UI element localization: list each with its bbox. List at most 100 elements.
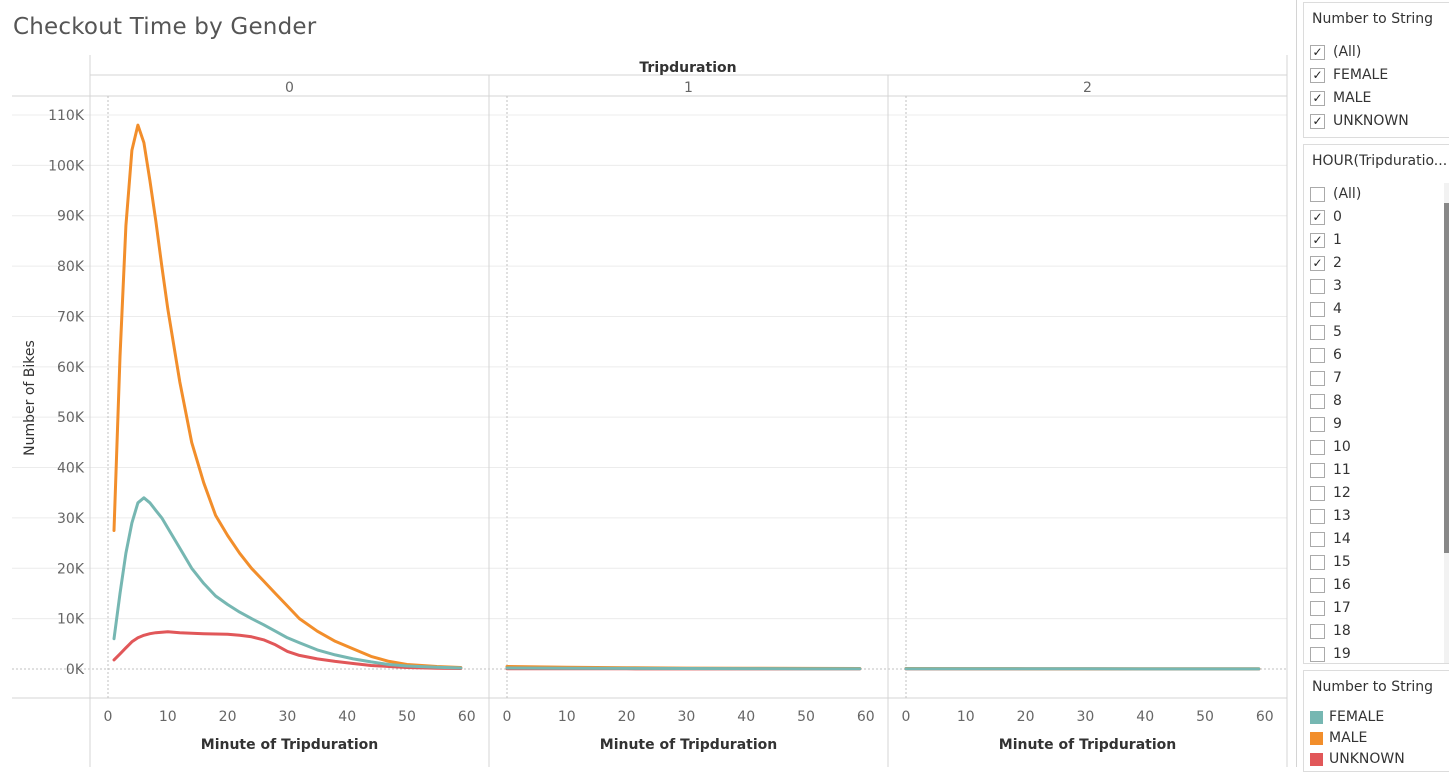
y-tick-label: 110K	[48, 108, 85, 124]
x-tick-label: 10	[957, 709, 975, 725]
hour-filter-checkbox[interactable]	[1310, 647, 1325, 662]
hour-filter-option-label: 11	[1333, 462, 1351, 478]
gender-filter-checkbox[interactable]: ✓	[1310, 114, 1325, 129]
hour-filter-scroll-thumb[interactable]	[1444, 203, 1449, 553]
gender-filter-option[interactable]: ✓ MALE	[1310, 87, 1371, 109]
x-tick-label: 30	[278, 709, 296, 725]
hour-filter-option[interactable]: 5	[1310, 321, 1342, 343]
hour-filter-checkbox[interactable]	[1310, 348, 1325, 363]
hour-filter-option-label: 7	[1333, 370, 1342, 386]
hour-filter-checkbox[interactable]	[1310, 394, 1325, 409]
line-chart: 0K10K20K30K40K50K60K70K80K90K100K110KTri…	[0, 0, 1296, 767]
y-tick-label: 100K	[48, 158, 85, 174]
y-tick-label: 50K	[57, 410, 85, 426]
x-tick-label: 30	[1076, 709, 1094, 725]
hour-filter-option-label: 18	[1333, 623, 1351, 639]
hour-filter-checkbox[interactable]	[1310, 325, 1325, 340]
hour-filter-option[interactable]: 11	[1310, 459, 1351, 481]
hour-filter-option-label: 8	[1333, 393, 1342, 409]
hour-filter-option[interactable]: 12	[1310, 482, 1351, 504]
x-tick-label: 60	[1256, 709, 1274, 725]
hour-filter-checkbox[interactable]: ✓	[1310, 256, 1325, 271]
gender-filter-panel: Number to String ✓(All)✓FEMALE✓MALE✓UNKN…	[1303, 2, 1449, 138]
gender-filter-title: Number to String	[1312, 11, 1433, 27]
hour-filter-option[interactable]: 15	[1310, 551, 1351, 573]
y-tick-label: 10K	[57, 612, 85, 628]
hour-filter-option[interactable]: 9	[1310, 413, 1342, 435]
x-tick-label: 60	[458, 709, 476, 725]
hour-filter-scrollbar[interactable]	[1444, 183, 1449, 663]
hour-filter-option-label: 10	[1333, 439, 1351, 455]
hour-filter-option[interactable]: 4	[1310, 298, 1342, 320]
x-tick-label: 60	[857, 709, 875, 725]
hour-filter-option-label: (All)	[1333, 186, 1361, 202]
hour-filter-option-label: 5	[1333, 324, 1342, 340]
gender-filter-option-label: MALE	[1333, 90, 1371, 106]
hour-filter-option[interactable]: 19	[1310, 643, 1351, 664]
hour-filter-option[interactable]: 17	[1310, 597, 1351, 619]
hour-filter-option-label: 13	[1333, 508, 1351, 524]
hour-filter-option[interactable]: ✓2	[1310, 252, 1342, 274]
hour-filter-checkbox[interactable]	[1310, 624, 1325, 639]
legend-swatch	[1310, 753, 1323, 766]
hour-filter-option[interactable]: 10	[1310, 436, 1351, 458]
hour-filter-option[interactable]: ✓0	[1310, 206, 1342, 228]
hour-filter-checkbox[interactable]	[1310, 187, 1325, 202]
hour-filter-option[interactable]: (All)	[1310, 183, 1361, 205]
hour-filter-option[interactable]: 7	[1310, 367, 1342, 389]
hour-filter-title: HOUR(Tripduratio...	[1312, 153, 1447, 169]
column-header: Tripduration	[639, 60, 736, 76]
hour-filter-checkbox[interactable]	[1310, 532, 1325, 547]
hour-filter-checkbox[interactable]	[1310, 302, 1325, 317]
hour-filter-checkbox[interactable]	[1310, 601, 1325, 616]
hour-filter-option-label: 9	[1333, 416, 1342, 432]
hour-filter-option[interactable]: ✓1	[1310, 229, 1342, 251]
series-line-male	[114, 125, 461, 667]
hour-filter-checkbox[interactable]	[1310, 486, 1325, 501]
hour-filter-checkbox[interactable]	[1310, 279, 1325, 294]
gender-filter-option[interactable]: ✓(All)	[1310, 41, 1361, 63]
legend-label: UNKNOWN	[1329, 751, 1405, 767]
legend-item[interactable]: MALE	[1310, 728, 1367, 748]
y-tick-label: 70K	[57, 309, 85, 325]
hour-filter-checkbox[interactable]	[1310, 578, 1325, 593]
hour-filter-checkbox[interactable]	[1310, 417, 1325, 432]
x-tick-label: 10	[159, 709, 177, 725]
hour-filter-checkbox[interactable]	[1310, 463, 1325, 478]
hour-filter-option-label: 1	[1333, 232, 1342, 248]
hour-filter-option-label: 3	[1333, 278, 1342, 294]
legend-title: Number to String	[1312, 679, 1433, 695]
x-tick-label: 50	[398, 709, 416, 725]
x-tick-label: 20	[1017, 709, 1035, 725]
hour-filter-option[interactable]: 13	[1310, 505, 1351, 527]
hour-filter-checkbox[interactable]	[1310, 555, 1325, 570]
hour-filter-option[interactable]: 8	[1310, 390, 1342, 412]
hour-filter-checkbox[interactable]: ✓	[1310, 233, 1325, 248]
hour-filter-option-label: 0	[1333, 209, 1342, 225]
y-tick-label: 30K	[57, 511, 85, 527]
hour-filter-option[interactable]: 3	[1310, 275, 1342, 297]
hour-filter-checkbox[interactable]: ✓	[1310, 210, 1325, 225]
gender-filter-option[interactable]: ✓UNKNOWN	[1310, 110, 1409, 132]
hour-filter-option[interactable]: 16	[1310, 574, 1351, 596]
hour-filter-option[interactable]: 6	[1310, 344, 1342, 366]
hour-filter-option-label: 17	[1333, 600, 1351, 616]
gender-filter-checkbox[interactable]: ✓	[1310, 91, 1325, 106]
x-tick-label: 40	[737, 709, 755, 725]
x-axis-label: Minute of Tripduration	[201, 737, 378, 753]
gender-filter-checkbox[interactable]: ✓	[1310, 45, 1325, 60]
hour-filter-checkbox[interactable]	[1310, 509, 1325, 524]
hour-filter-checkbox[interactable]	[1310, 440, 1325, 455]
legend-item[interactable]: UNKNOWN	[1310, 749, 1405, 769]
hour-filter-option-label: 15	[1333, 554, 1351, 570]
hour-filter-option[interactable]: 14	[1310, 528, 1351, 550]
hour-filter-option[interactable]: 18	[1310, 620, 1351, 642]
hour-filter-checkbox[interactable]	[1310, 371, 1325, 386]
gender-filter-option[interactable]: ✓FEMALE	[1310, 64, 1388, 86]
gender-filter-checkbox[interactable]: ✓	[1310, 68, 1325, 83]
dashboard-divider	[1296, 0, 1297, 767]
x-tick-label: 0	[104, 709, 113, 725]
legend-item[interactable]: FEMALE	[1310, 707, 1384, 727]
